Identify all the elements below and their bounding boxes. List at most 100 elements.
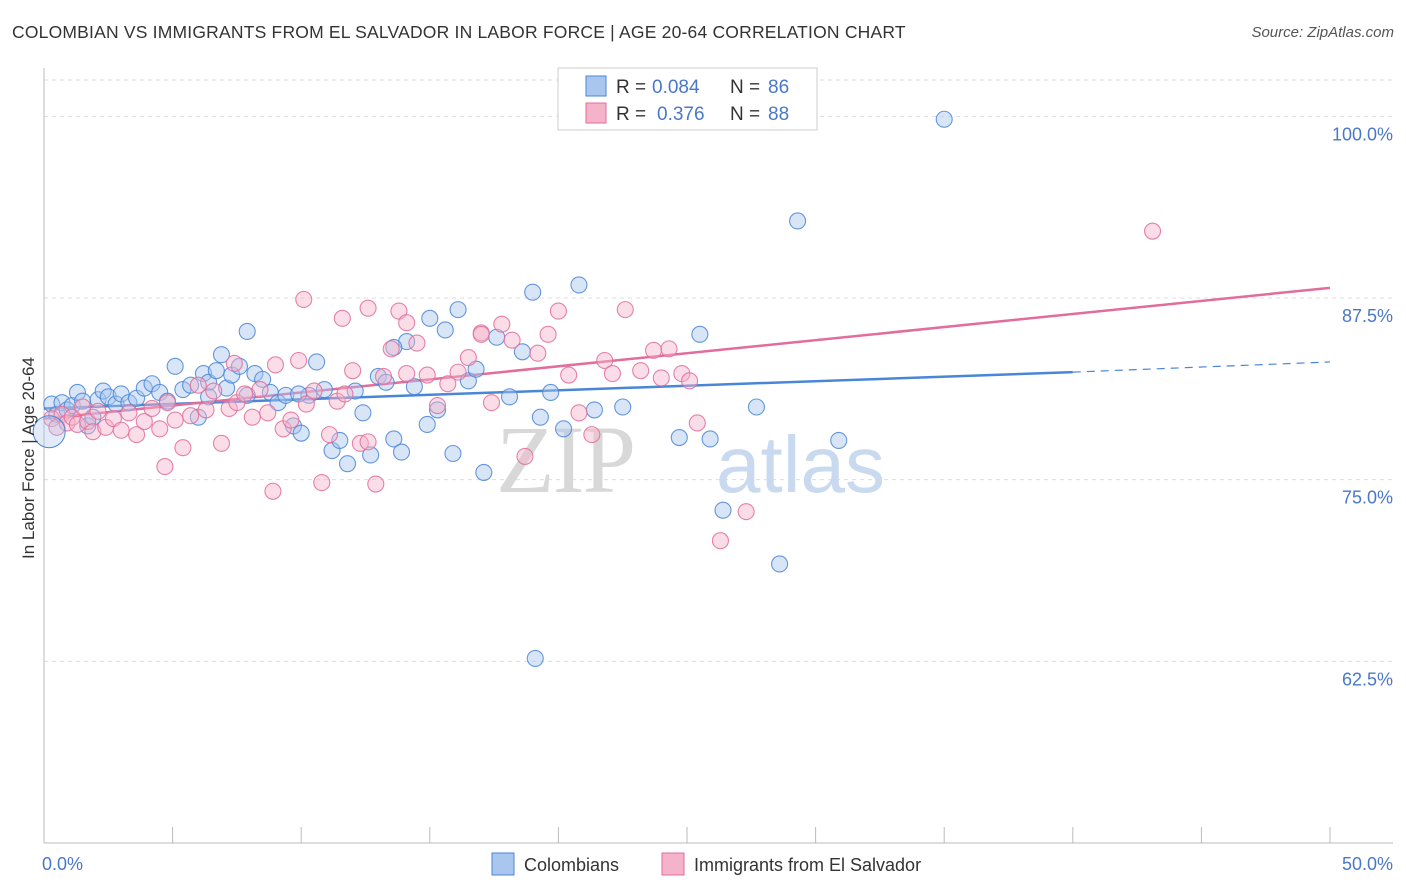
point-colombians-79 xyxy=(789,212,807,230)
point-colombians-65 xyxy=(524,283,542,301)
point-colombians-50 xyxy=(385,430,403,448)
point-el-salvador-37 xyxy=(305,382,323,400)
point-el-salvador-58 xyxy=(493,315,511,333)
point-el-salvador-14 xyxy=(128,426,146,444)
point-el-salvador-18 xyxy=(158,394,177,412)
point-el-salvador-73 xyxy=(660,340,678,358)
point-el-salvador-23 xyxy=(197,401,215,419)
point-colombians-56 xyxy=(436,321,454,339)
point-el-salvador-45 xyxy=(367,475,385,493)
point-colombians-12 xyxy=(107,395,125,413)
point-el-salvador-15 xyxy=(135,412,153,431)
point-el-salvador-13 xyxy=(120,404,138,422)
legend-r-label-2: R = xyxy=(616,104,646,125)
legend-swatch-colombians xyxy=(585,75,607,97)
point-el-salvador-71 xyxy=(645,341,663,359)
point-colombians-78 xyxy=(771,555,789,573)
point-el-salvador-39 xyxy=(320,426,339,444)
point-colombians-86 xyxy=(747,398,765,416)
point-el-salvador-68 xyxy=(603,365,621,383)
point-colombians-72 xyxy=(238,322,256,340)
point-colombians-67 xyxy=(542,383,560,402)
point-el-salvador-76 xyxy=(295,290,313,309)
point-el-salvador-34 xyxy=(282,411,300,429)
point-el-salvador-72 xyxy=(652,369,670,387)
point-el-salvador-82 xyxy=(737,503,755,521)
point-colombians-58 xyxy=(449,301,467,319)
point-el-salvador-21 xyxy=(182,407,200,425)
y-tick-label-1: 87.5% xyxy=(1342,306,1393,326)
point-el-salvador-53 xyxy=(439,375,457,393)
point-el-salvador-42 xyxy=(344,362,362,380)
point-el-salvador-31 xyxy=(259,404,277,422)
y-axis-label: In Labor Force | Age 20-64 xyxy=(19,357,38,559)
point-el-salvador-63 xyxy=(549,302,567,320)
point-el-salvador-19 xyxy=(166,411,184,429)
point-el-salvador-0 xyxy=(43,410,61,428)
point-colombians-61 xyxy=(475,463,493,481)
point-el-salvador-69 xyxy=(616,301,634,319)
point-el-salvador-38 xyxy=(313,474,331,492)
point-el-salvador-9 xyxy=(89,402,107,420)
point-el-salvador-84 xyxy=(156,458,174,476)
point-colombians-85 xyxy=(614,398,632,416)
point-colombians-51 xyxy=(392,443,411,461)
point-el-salvador-6 xyxy=(74,398,92,416)
x-tick-label-right: 50.0% xyxy=(1342,854,1393,874)
point-el-salvador-22 xyxy=(189,376,207,394)
point-colombians-30 xyxy=(230,357,249,375)
point-el-salvador-7 xyxy=(79,412,97,431)
point-el-salvador-16 xyxy=(143,399,161,418)
point-el-salvador-60 xyxy=(516,447,534,465)
watermark: ZIP atlas xyxy=(496,406,885,513)
point-colombians-46 xyxy=(354,404,372,422)
point-el-salvador-32 xyxy=(266,356,285,374)
point-colombians-47 xyxy=(362,446,380,464)
point-colombians-75 xyxy=(670,428,688,447)
point-el-salvador-85 xyxy=(225,354,243,372)
point-el-salvador-77 xyxy=(359,299,377,317)
bottom-legend-label-colombians: Colombians xyxy=(524,855,619,875)
point-colombians-82 xyxy=(526,649,544,667)
legend-n-label-1: N = xyxy=(730,77,760,98)
point-el-salvador-83 xyxy=(1143,222,1162,240)
point-el-salvador-49 xyxy=(398,314,416,332)
point-colombians-87 xyxy=(691,325,709,343)
point-el-salvador-62 xyxy=(539,325,557,343)
point-colombians-53 xyxy=(405,378,423,396)
y-tick-labels: 100.0% 87.5% 75.0% 62.5% xyxy=(1332,124,1393,689)
point-el-salvador-17 xyxy=(151,420,169,438)
point-colombians-9 xyxy=(89,391,107,409)
legend-r-label-1: R = xyxy=(616,77,646,98)
point-colombians-54 xyxy=(418,415,436,433)
point-el-salvador-35 xyxy=(290,351,308,370)
point-el-salvador-28 xyxy=(236,385,254,403)
point-el-salvador-29 xyxy=(243,408,261,426)
point-el-salvador-55 xyxy=(459,349,477,367)
point-el-salvador-54 xyxy=(449,363,467,381)
point-el-salvador-75 xyxy=(681,372,699,390)
point-colombians-26 xyxy=(207,362,225,380)
point-el-salvador-78 xyxy=(333,309,351,327)
point-colombians-66 xyxy=(531,408,549,426)
point-colombians-81 xyxy=(585,401,603,419)
point-colombians-55 xyxy=(428,401,447,419)
y-tick-label-0: 100.0% xyxy=(1332,124,1393,144)
point-colombians-76 xyxy=(701,430,719,448)
point-colombians-69 xyxy=(570,276,588,294)
point-el-salvador-59 xyxy=(503,331,521,349)
y-tick-label-2: 75.0% xyxy=(1342,488,1393,508)
point-el-salvador-51 xyxy=(418,366,436,384)
point-el-salvador-67 xyxy=(596,351,614,370)
chart-source: Source: ZipAtlas.com xyxy=(1251,24,1394,41)
point-colombians-36 xyxy=(277,386,295,404)
legend-n-label-2: N = xyxy=(730,104,760,125)
point-el-salvador-46 xyxy=(374,367,393,386)
point-colombians-57 xyxy=(444,444,462,463)
legend-n-value-1: 86 xyxy=(768,77,789,98)
point-colombians-28 xyxy=(218,379,236,397)
legend-r-value-1: 0.084 xyxy=(652,77,700,98)
legend-swatch-el-salvador xyxy=(585,102,607,124)
point-colombians-27 xyxy=(212,346,231,364)
point-el-salvador-36 xyxy=(297,395,315,413)
